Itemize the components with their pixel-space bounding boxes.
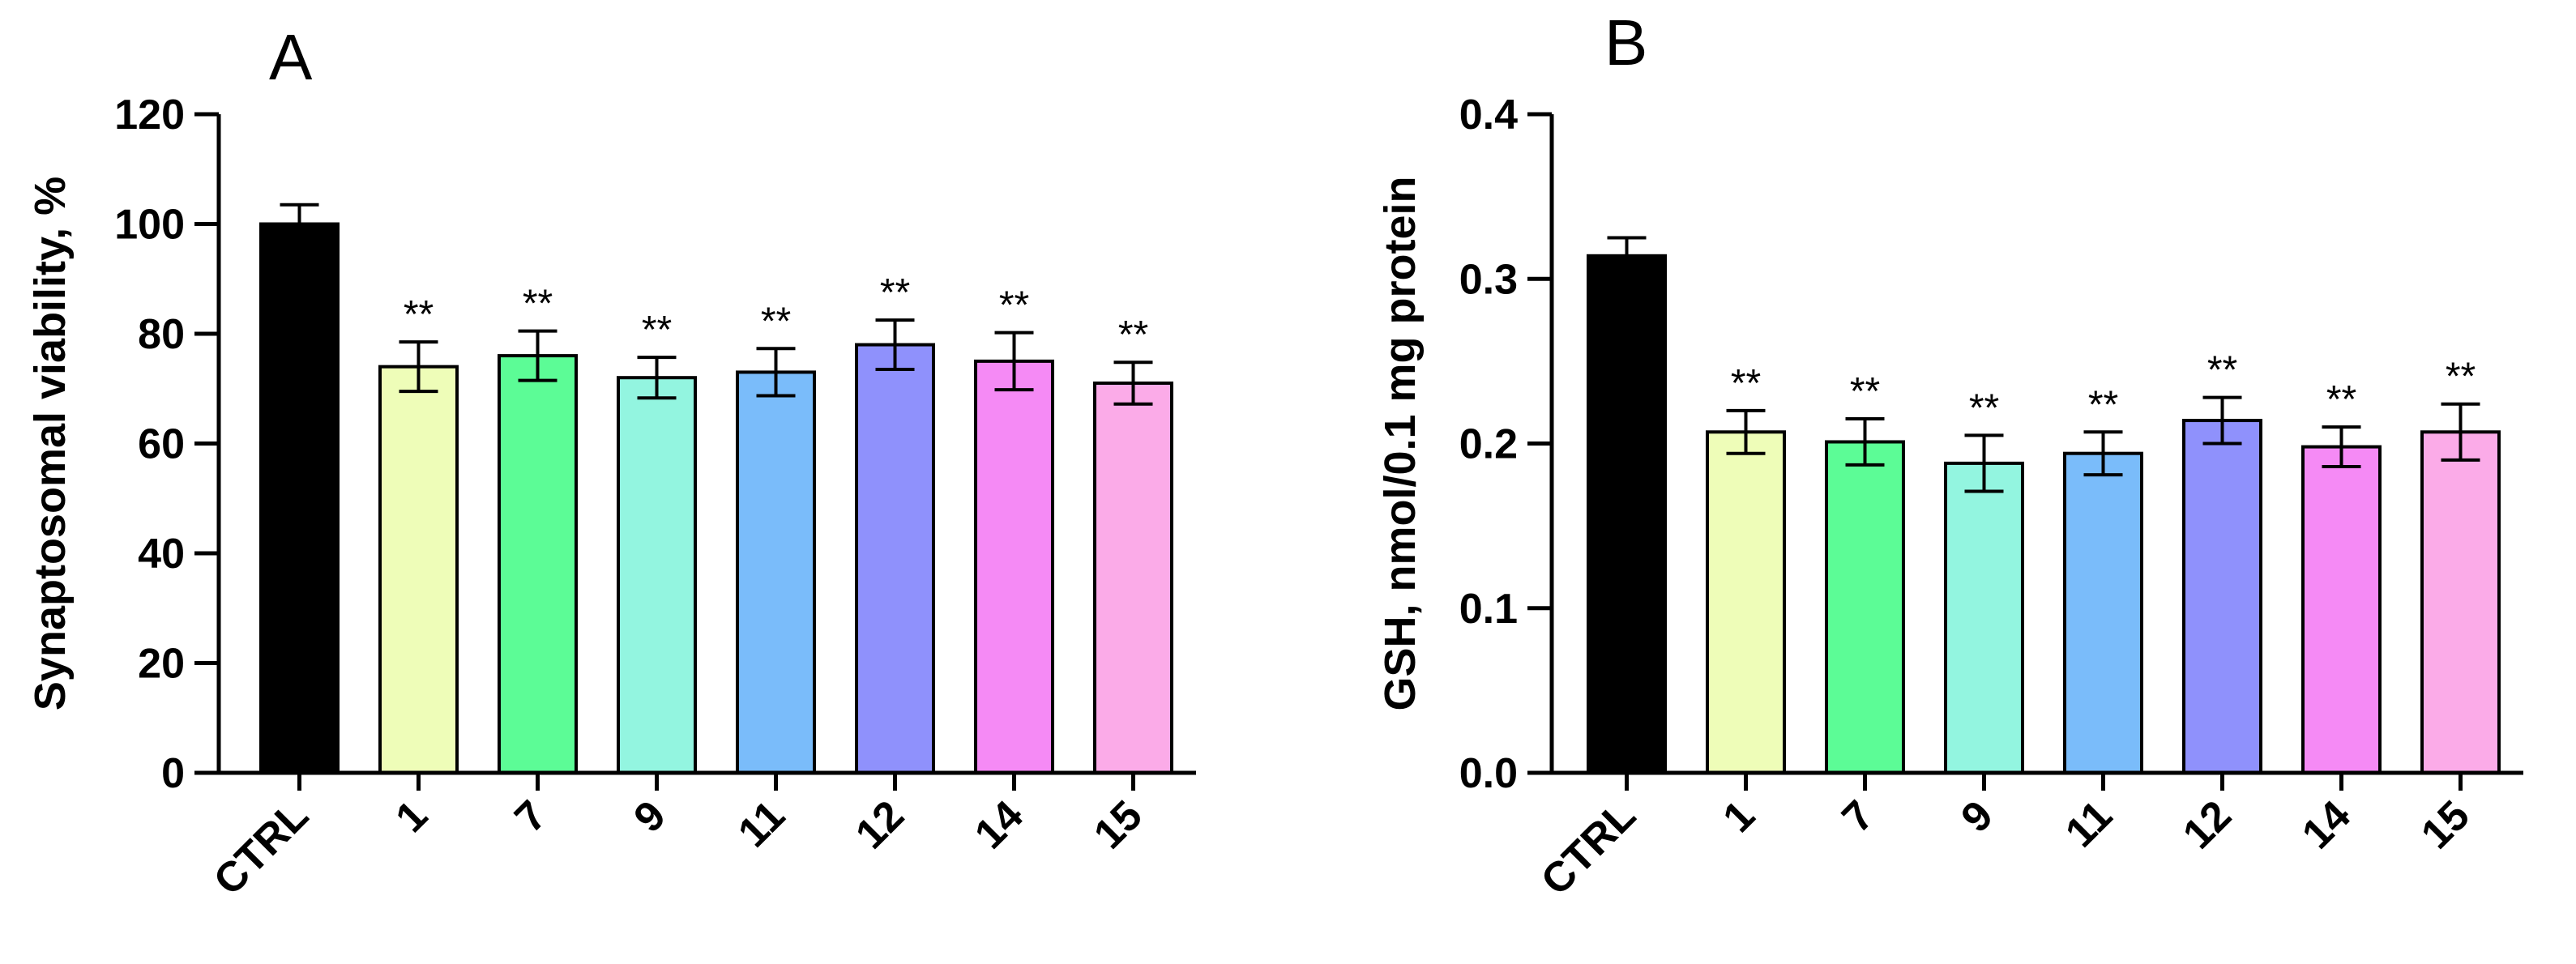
panel-b-y-tick-label: 0.4 bbox=[1459, 92, 1518, 139]
panel-b-y-tick-label: 0.2 bbox=[1459, 421, 1518, 468]
panel-b-bar-15 bbox=[2420, 430, 2501, 775]
panel-b-y-tick-label: 0.0 bbox=[1459, 750, 1518, 797]
panel-a-significance-mark: ** bbox=[761, 300, 791, 343]
panel-b-bar-7 bbox=[1825, 440, 1905, 775]
panel-a-y-tick-label: 80 bbox=[138, 311, 185, 358]
panel-a-bar-15 bbox=[1093, 381, 1173, 774]
panel-a-y-tick-label: 100 bbox=[114, 202, 185, 249]
panel-a-y-tick-label: 0 bbox=[161, 750, 185, 797]
panel-a-bar-11 bbox=[736, 370, 816, 774]
panel-a-significance-mark: ** bbox=[642, 309, 672, 352]
panel-b-significance-mark: ** bbox=[2446, 356, 2476, 399]
panel-a-y-tick-label: 20 bbox=[138, 641, 185, 688]
panel-a-bar-9 bbox=[617, 376, 697, 774]
panel-a-significance-mark: ** bbox=[999, 284, 1029, 327]
panel-a-significance-mark: ** bbox=[523, 283, 553, 326]
panel-b-bar-11 bbox=[2063, 451, 2143, 774]
panel-a-letter: A bbox=[269, 21, 313, 93]
panel-b-bar-12 bbox=[2182, 419, 2262, 774]
panel-b-bar-14 bbox=[2301, 445, 2382, 774]
panel-a-bar-12 bbox=[855, 343, 935, 774]
panel-a-y-tick-label: 60 bbox=[138, 421, 185, 468]
panel-a-bar-14 bbox=[974, 359, 1054, 774]
panel-a-significance-mark: ** bbox=[880, 271, 910, 314]
panel-a-y-tick-label: 40 bbox=[138, 531, 185, 578]
panel-b-significance-mark: ** bbox=[1731, 362, 1761, 405]
panel-b-y-axis-title: GSH, nmol/0.1 mg protein bbox=[1376, 176, 1425, 710]
panel-b-significance-mark: ** bbox=[2207, 349, 2237, 392]
panel-b-bar-ctrl bbox=[1587, 254, 1667, 775]
panel-b-y-tick-label: 0.1 bbox=[1459, 586, 1518, 633]
panel-a-bar-1 bbox=[378, 365, 459, 774]
panel-b-y-tick-label: 0.3 bbox=[1459, 256, 1518, 303]
panel-b-letter: B bbox=[1604, 6, 1647, 79]
panel-a-bar-ctrl bbox=[259, 222, 340, 774]
panel-b-significance-mark: ** bbox=[2326, 378, 2356, 421]
panel-b-significance-mark: ** bbox=[2088, 383, 2118, 426]
panel-a-y-axis-title: Synaptosomal viability, % bbox=[26, 177, 75, 710]
panel-a-y-tick-label: 120 bbox=[114, 92, 185, 139]
panel-a-significance-mark: ** bbox=[1118, 314, 1148, 356]
panel-b-significance-mark: ** bbox=[1969, 386, 1999, 429]
panel-b-bar-1 bbox=[1706, 430, 1786, 775]
panel-b-significance-mark: ** bbox=[1850, 370, 1880, 413]
panel-a-bar-7 bbox=[498, 354, 578, 775]
panel-b-bar-9 bbox=[1944, 461, 2024, 774]
panel-a-significance-mark: ** bbox=[404, 293, 434, 336]
